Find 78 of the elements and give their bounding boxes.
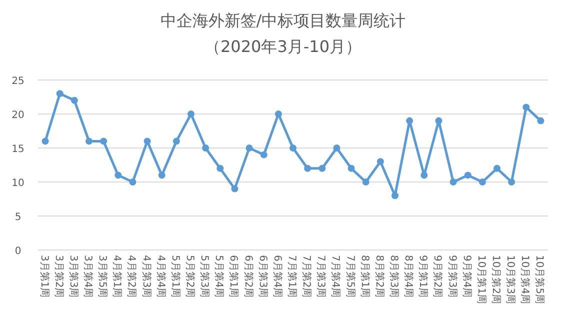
- point: [144, 138, 151, 145]
- x-tick-label: 9月第2周: [432, 255, 444, 298]
- point: [435, 117, 442, 124]
- point: [56, 90, 64, 98]
- point: [333, 144, 340, 152]
- point: [537, 117, 544, 124]
- x-tick-label: 3月第1周: [38, 255, 50, 298]
- x-tick-label: 8月第4周: [402, 255, 415, 298]
- point: [114, 172, 122, 179]
- y-tick-label: 15: [12, 144, 24, 155]
- point: [494, 164, 500, 172]
- point: [274, 110, 282, 118]
- x-tick-label: 9月第1周: [417, 255, 430, 298]
- x-tick-label: 7月第2周: [300, 255, 313, 298]
- point: [158, 172, 166, 179]
- point: [522, 104, 530, 111]
- point: [246, 144, 253, 152]
- x-tick-label: 5月第3周: [198, 255, 211, 298]
- point: [464, 172, 472, 179]
- point: [188, 110, 194, 118]
- point: [70, 96, 78, 104]
- point: [392, 192, 398, 200]
- x-tick-label: 8月第1周: [358, 255, 371, 298]
- x-tick-label: 8月第2周: [373, 255, 386, 298]
- x-tick-label: 6月第1周: [228, 255, 240, 298]
- x-tick-label: 4月第4周: [154, 255, 167, 298]
- point: [231, 185, 238, 192]
- point: [86, 138, 92, 145]
- x-tick-label: 8月第3周: [388, 255, 400, 298]
- y-tick-label: 0: [14, 246, 22, 257]
- point: [172, 138, 180, 145]
- y-tick-label: 25: [12, 76, 24, 87]
- point: [450, 178, 457, 186]
- point: [348, 164, 355, 172]
- point: [406, 117, 414, 124]
- y-tick-label: 5: [14, 212, 22, 223]
- x-tick-label: 3月第5周: [96, 255, 109, 298]
- x-tick-label: 4月第1周: [111, 255, 124, 298]
- x-tick-label: 9月第4周: [460, 255, 473, 298]
- x-tick-label: 4月第3周: [140, 255, 152, 298]
- point: [304, 164, 312, 172]
- x-tick-label: 6月第4周: [271, 255, 284, 298]
- point: [318, 164, 326, 172]
- x-tick-label: 7月第1周: [286, 255, 298, 298]
- point: [129, 178, 136, 186]
- chart-title: 中企海外新签/中标项目数量周统计: [160, 11, 406, 30]
- point: [42, 138, 49, 145]
- x-tick-label: 6月第2周: [242, 255, 254, 298]
- x-tick-label: 7月第4周: [330, 255, 342, 298]
- x-tick-label: 7月第3周: [315, 255, 328, 298]
- point: [362, 178, 370, 186]
- x-tick-label: 6月第3周: [256, 255, 269, 298]
- x-tick-label: 5月第1周: [169, 255, 182, 298]
- x-tick-label: 4月第2周: [126, 255, 138, 298]
- point: [260, 151, 268, 158]
- x-tick-label: 10月第3周: [504, 255, 517, 304]
- x-tick-label: 3月第2周: [52, 255, 65, 298]
- point: [216, 164, 224, 172]
- point: [202, 144, 210, 152]
- x-tick-label: 3月第4周: [82, 255, 94, 298]
- point: [508, 178, 516, 186]
- point: [290, 144, 296, 152]
- x-tick-label: 5月第2周: [184, 255, 196, 298]
- point: [478, 178, 486, 186]
- x-tick-label: 3月第3周: [67, 255, 80, 298]
- x-tick-label: 10月第1周: [475, 255, 488, 304]
- x-tick-label: 7月第5周: [344, 255, 356, 298]
- y-tick-label: 10: [12, 178, 24, 189]
- x-tick-label: 10月第4周: [519, 255, 532, 304]
- x-tick-label: 9月第3周: [446, 255, 458, 298]
- point: [420, 172, 428, 179]
- point: [376, 158, 384, 166]
- chart-subtitle: （2020年3月-10月）: [204, 37, 362, 56]
- point: [100, 138, 108, 145]
- x-tick-label: 10月第5周: [534, 255, 546, 304]
- x-tick-label: 10月第2周: [490, 255, 502, 304]
- y-tick-label: 20: [12, 110, 24, 121]
- x-tick-label: 5月第4周: [213, 255, 226, 298]
